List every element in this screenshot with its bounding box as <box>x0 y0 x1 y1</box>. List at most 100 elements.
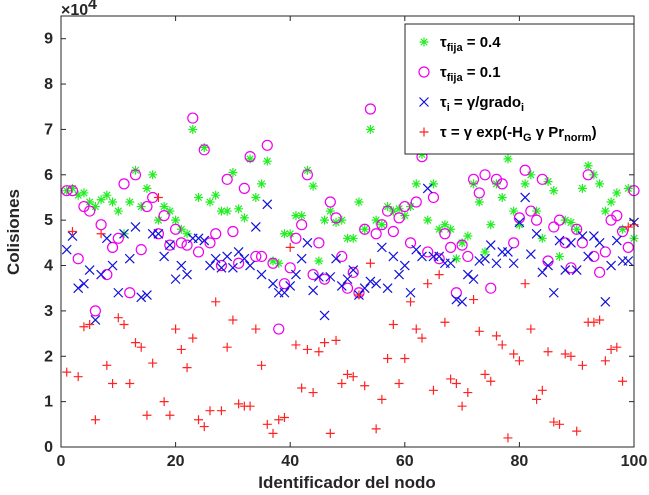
data-point <box>85 197 95 207</box>
legend-marker <box>419 37 429 47</box>
data-point <box>285 281 296 291</box>
y-tick-label: 1 <box>44 394 53 411</box>
data-point <box>67 227 77 236</box>
data-point <box>589 170 599 180</box>
data-point <box>543 347 553 357</box>
data-point <box>192 246 205 258</box>
data-point <box>623 183 633 193</box>
x-tick-label: 20 <box>167 453 185 470</box>
data-point <box>330 212 342 224</box>
data-point <box>532 206 542 216</box>
data-point <box>348 265 359 275</box>
data-point <box>194 415 204 425</box>
data-point <box>428 179 438 189</box>
data-point <box>96 269 107 280</box>
data-point <box>297 211 307 221</box>
data-point <box>262 156 272 166</box>
data-point <box>589 317 599 327</box>
data-point <box>176 344 186 354</box>
data-point <box>302 237 313 248</box>
data-point <box>566 351 576 361</box>
legend-marker <box>418 66 430 78</box>
data-point <box>599 246 611 258</box>
data-point <box>113 313 123 323</box>
data-point <box>210 253 221 264</box>
y-tick-label: 6 <box>44 167 53 184</box>
data-point <box>422 246 434 258</box>
data-point <box>187 112 199 124</box>
legend-item-4: τ = γ exp(-HG γ Prnorm) <box>419 124 597 144</box>
data-point <box>485 240 496 251</box>
data-point <box>262 199 273 210</box>
data-point <box>388 320 398 330</box>
data-point <box>130 338 140 348</box>
data-point <box>331 335 341 345</box>
x-tick-label: 100 <box>621 453 648 470</box>
data-point <box>417 251 427 262</box>
data-point <box>572 224 582 234</box>
data-point <box>227 262 238 273</box>
data-point <box>72 253 84 265</box>
data-point <box>245 260 256 271</box>
data-point <box>537 385 547 395</box>
data-point <box>600 356 610 366</box>
data-point <box>234 204 244 214</box>
data-point <box>113 206 123 216</box>
data-point <box>560 265 571 275</box>
data-point <box>360 381 370 391</box>
data-point <box>451 254 461 264</box>
data-point <box>233 246 244 257</box>
data-point <box>257 360 267 370</box>
data-point <box>565 262 577 274</box>
data-point <box>96 229 106 239</box>
data-point <box>508 258 519 269</box>
data-point <box>616 225 629 238</box>
data-point <box>251 324 261 334</box>
data-point <box>159 397 169 407</box>
data-point <box>239 213 249 223</box>
data-point <box>417 333 427 343</box>
data-point <box>67 183 77 193</box>
data-point <box>497 192 507 202</box>
data-point <box>365 258 375 268</box>
data-point <box>308 285 319 296</box>
data-point <box>354 197 364 207</box>
data-point <box>462 269 473 280</box>
data-point <box>509 206 519 216</box>
data-point <box>89 305 101 317</box>
data-point <box>188 124 198 134</box>
y-tick-label: 7 <box>44 121 53 138</box>
data-point <box>611 210 623 222</box>
data-point <box>623 222 633 232</box>
legend-item-2: τfija = 0.1 <box>418 64 501 84</box>
data-point <box>273 323 285 335</box>
data-point <box>73 283 84 294</box>
data-point <box>268 428 278 438</box>
data-point <box>164 239 176 251</box>
data-point <box>497 340 507 350</box>
data-point <box>291 340 301 350</box>
data-point <box>159 202 169 212</box>
data-point <box>343 233 352 243</box>
data-point <box>595 179 605 189</box>
data-point <box>337 378 347 388</box>
data-point <box>101 233 112 244</box>
data-point <box>61 185 73 197</box>
data-point <box>520 192 531 203</box>
data-point <box>423 279 433 289</box>
data-point <box>526 324 536 334</box>
data-point <box>233 257 245 269</box>
data-point <box>290 232 302 244</box>
data-point <box>348 372 358 382</box>
data-point <box>469 295 479 305</box>
data-point <box>102 360 112 370</box>
data-point <box>571 223 583 235</box>
data-point <box>514 217 525 228</box>
data-point <box>400 211 410 221</box>
data-point <box>336 250 348 263</box>
x-tick-label: 80 <box>511 453 529 470</box>
data-point <box>348 233 358 243</box>
data-point <box>136 342 146 352</box>
data-point <box>509 349 519 359</box>
data-point <box>255 250 268 263</box>
